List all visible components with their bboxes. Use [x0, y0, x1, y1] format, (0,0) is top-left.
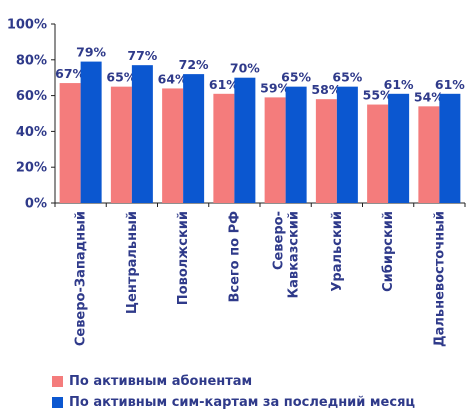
- bar-series-0: [213, 93, 235, 203]
- data-label-series-1: 65%: [332, 70, 362, 85]
- x-category-label-line: Центральный: [125, 211, 140, 314]
- bar-series-0: [418, 106, 440, 203]
- legend-item-active-sim-cards: По активным сим-картам за последний меся…: [52, 392, 415, 413]
- y-tick-label: 100%: [7, 18, 47, 33]
- data-label-series-0: 59%: [260, 80, 290, 95]
- x-category-label: Центральный: [125, 211, 140, 314]
- x-category-label: Поволжский: [176, 211, 191, 305]
- x-category-label-line: Всего по РФ: [227, 211, 242, 303]
- x-category-label: Дальневосточный: [432, 211, 447, 347]
- x-category-label-line: Уральский: [330, 211, 345, 292]
- bar-series-0: [264, 97, 286, 203]
- data-label-series-0: 55%: [363, 88, 393, 103]
- x-category-label-line: Кавказский: [287, 211, 302, 299]
- bar-series-1: [234, 77, 256, 203]
- x-category-label: Уральский: [330, 211, 345, 292]
- legend: По активным абонентам По активным сим-ка…: [52, 371, 415, 413]
- bar-series-0: [367, 104, 389, 203]
- bar-series-1: [285, 86, 307, 203]
- data-label-series-1: 79%: [76, 45, 106, 60]
- bar-series-0: [315, 99, 337, 203]
- bar-series-0: [162, 88, 184, 203]
- legend-label-active-sim-cards: По активным сим-картам за последний меся…: [69, 395, 416, 410]
- bar-series-0: [110, 86, 132, 203]
- data-label-series-1: 61%: [435, 77, 465, 92]
- x-category-label: Всего по РФ: [227, 211, 242, 303]
- bar-series-1: [439, 93, 461, 203]
- data-label-series-0: 65%: [106, 70, 136, 85]
- bar-series-1: [336, 86, 358, 203]
- x-category-label-line: Северо-Западный: [74, 211, 89, 346]
- bar-series-1: [131, 65, 153, 203]
- y-tick-label: 0%: [25, 197, 47, 212]
- y-tick-label: 60%: [16, 89, 47, 104]
- y-tick-label: 40%: [16, 125, 47, 140]
- bar-series-0: [59, 83, 81, 203]
- bar-series-1: [183, 74, 205, 204]
- data-label-series-1: 77%: [127, 48, 157, 63]
- data-label-series-1: 61%: [384, 77, 414, 92]
- data-label-series-0: 64%: [158, 71, 188, 86]
- x-category-label-line: Сибирский: [381, 211, 396, 292]
- legend-swatch-active-sim-cards: [52, 397, 63, 408]
- data-label-series-1: 72%: [179, 57, 209, 72]
- x-category-label: Сибирский: [381, 211, 396, 292]
- y-tick-label: 80%: [16, 53, 47, 68]
- legend-swatch-active-subscribers: [52, 376, 63, 387]
- data-label-series-1: 70%: [230, 61, 260, 76]
- x-category-label: Северо-Кавказский: [272, 211, 302, 299]
- x-category-label: Северо-Западный: [74, 211, 89, 346]
- data-label-series-0: 58%: [311, 82, 341, 97]
- data-label-series-0: 67%: [55, 66, 85, 81]
- legend-label-active-subscribers: По активным абонентам: [69, 374, 253, 389]
- x-category-label-line: Северо-: [272, 211, 287, 270]
- bar-series-1: [80, 61, 102, 204]
- data-label-series-0: 54%: [414, 89, 444, 104]
- x-category-label-line: Поволжский: [176, 211, 191, 305]
- y-tick-label: 20%: [16, 161, 47, 176]
- data-label-series-1: 65%: [281, 70, 311, 85]
- bar-series-1: [388, 93, 410, 203]
- x-category-label-line: Дальневосточный: [432, 211, 447, 347]
- legend-item-active-subscribers: По активным абонентам: [52, 371, 415, 392]
- bar-chart: 0%20%40%60%80%100%67%79%65%77%64%72%61%7…: [7, 18, 466, 347]
- data-label-series-0: 61%: [209, 77, 239, 92]
